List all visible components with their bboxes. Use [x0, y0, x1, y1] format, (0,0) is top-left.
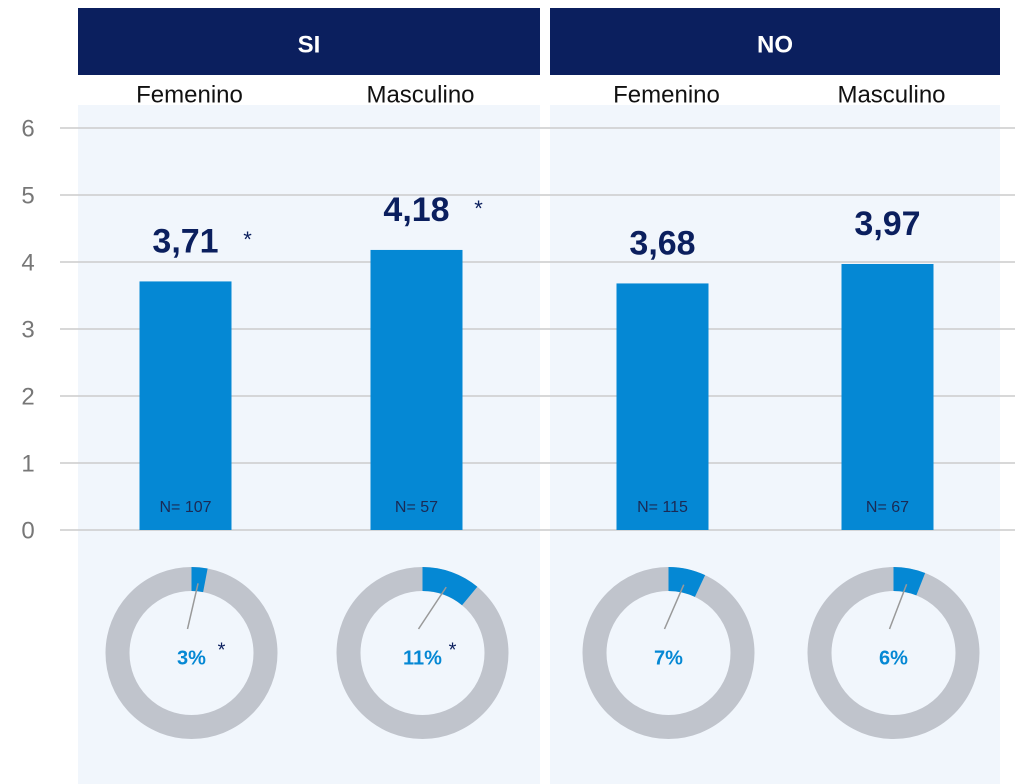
category-label: Masculino: [837, 81, 945, 108]
y-tick-label: 6: [21, 115, 34, 142]
y-tick-label: 3: [21, 316, 34, 343]
share-label: 3%: [177, 647, 206, 669]
n-label: N= 67: [866, 499, 909, 516]
value-label: 3,68: [629, 224, 695, 262]
bar: [370, 249, 463, 530]
group-title: SI: [298, 31, 321, 58]
group-title: NO: [757, 31, 793, 58]
donut-slice: [191, 567, 208, 593]
n-label: N= 57: [395, 499, 438, 516]
y-tick-label: 4: [21, 249, 34, 276]
category-label: Femenino: [136, 81, 243, 108]
share-marker: *: [449, 639, 457, 661]
bar: [139, 281, 232, 530]
value-label: 4,18: [383, 191, 449, 229]
significance-marker: *: [474, 196, 483, 221]
bar: [616, 283, 709, 530]
leader-line: [888, 583, 908, 630]
group-header: [550, 8, 1000, 75]
donut-slice: [422, 567, 478, 606]
y-tick-label: 5: [21, 182, 34, 209]
n-label: N= 115: [637, 499, 688, 516]
y-tick-label: 0: [21, 517, 34, 544]
share-marker: *: [218, 639, 226, 661]
category-label: Femenino: [613, 81, 720, 108]
category-label: Masculino: [366, 81, 474, 108]
y-tick-label: 2: [21, 383, 34, 410]
donut-slice: [668, 567, 706, 598]
y-tick-label: 1: [21, 450, 34, 477]
significance-marker: *: [243, 227, 252, 252]
share-label: 11%: [403, 647, 442, 669]
leader-line: [663, 584, 685, 630]
share-label: 7%: [654, 647, 683, 669]
leader-line: [186, 583, 199, 630]
share-label: 6%: [879, 647, 908, 669]
leader-line: [417, 586, 447, 630]
group-header: [78, 8, 540, 75]
value-label: 3,97: [854, 205, 920, 243]
bar: [841, 264, 934, 530]
donut-slice: [892, 567, 926, 596]
value-label: 3,71: [152, 222, 218, 260]
n-label: N= 107: [159, 499, 211, 516]
